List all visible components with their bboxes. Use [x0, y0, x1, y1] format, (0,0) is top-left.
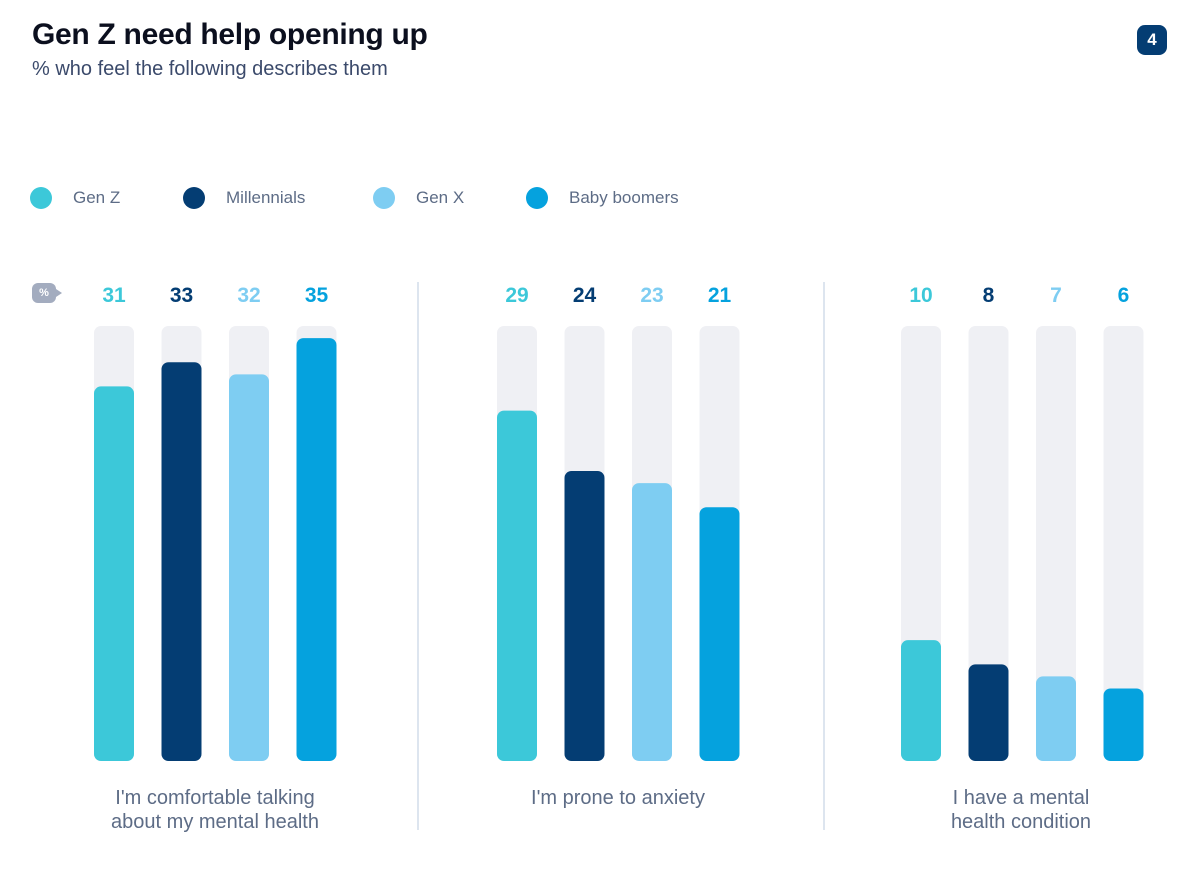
legend-label-gen-x: Gen X: [416, 188, 465, 207]
legend-label-gen-z: Gen Z: [73, 188, 121, 207]
value-label: 24: [573, 284, 597, 307]
legend-swatch-baby-boomers: [526, 187, 548, 209]
legend-label-millennials: Millennials: [226, 188, 306, 207]
bar-baby-boomers: [699, 507, 740, 761]
value-label: 35: [305, 284, 329, 307]
bar-millennials: [968, 664, 1009, 761]
percent-unit-badge: %: [32, 283, 62, 303]
legend-label-baby-boomers: Baby boomers: [569, 188, 679, 207]
value-label: 33: [170, 284, 193, 307]
bar-gen-z: [497, 410, 537, 761]
bar-track: [1036, 326, 1076, 761]
bar-baby-boomers: [296, 338, 337, 761]
bar-gen-x: [1036, 676, 1076, 761]
value-label: 7: [1050, 284, 1062, 307]
bar-millennials: [564, 471, 605, 761]
category-label: I have a mental health condition: [950, 787, 1092, 833]
value-label: 32: [237, 284, 260, 307]
chart-title: Gen Z need help opening up: [32, 18, 428, 51]
bar-track: [968, 326, 1009, 761]
bar-gen-x: [229, 374, 269, 761]
category-label: I'm comfortable talking about my mental …: [111, 787, 319, 833]
chart-subtitle: % who feel the following describes them: [32, 58, 388, 80]
bar-gen-z: [94, 386, 134, 761]
legend-swatch-gen-x: [373, 187, 395, 209]
category-label: I'm prone to anxiety: [531, 787, 705, 809]
value-label: 29: [505, 284, 528, 307]
bar-baby-boomers: [1103, 688, 1144, 761]
value-label: 10: [909, 284, 932, 307]
value-label: 21: [708, 284, 732, 307]
value-label: 8: [983, 284, 995, 307]
bar-track: [1103, 326, 1144, 761]
bar-gen-x: [632, 483, 672, 761]
legend-swatch-millennials: [183, 187, 205, 209]
value-label: 31: [102, 284, 126, 307]
value-label: 23: [640, 284, 663, 307]
group-divider: [417, 282, 419, 830]
page-number-badge: 4: [1137, 25, 1167, 55]
value-label: 6: [1118, 284, 1130, 307]
bar-millennials: [161, 362, 202, 761]
bar-gen-z: [901, 640, 941, 761]
group-divider: [823, 282, 825, 830]
legend-swatch-gen-z: [30, 187, 52, 209]
